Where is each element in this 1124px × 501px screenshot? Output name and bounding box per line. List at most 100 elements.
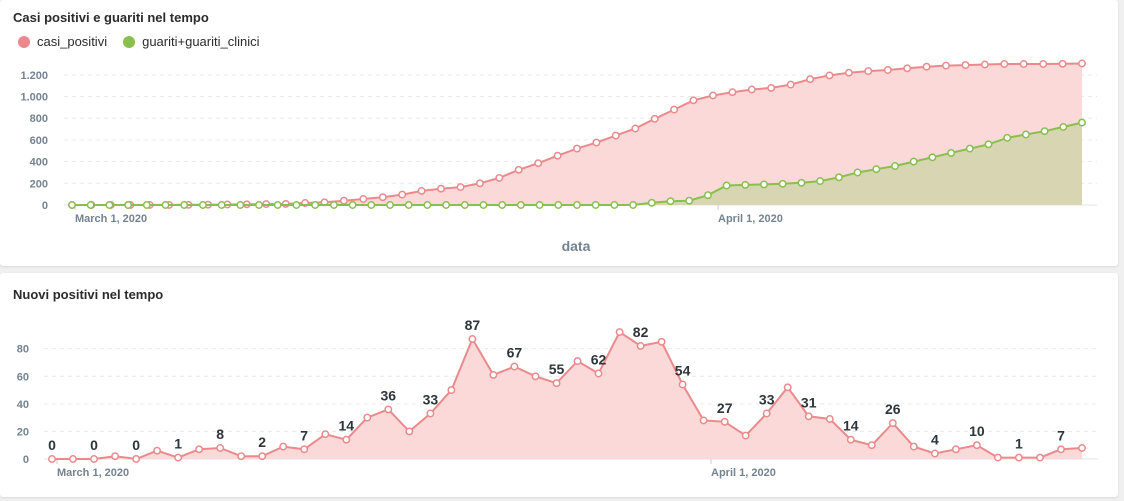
data-point bbox=[883, 66, 892, 74]
chart-card-cases: Casi positivi e guariti nel tempo casi_p… bbox=[0, 0, 1118, 266]
data-label: 7 bbox=[1057, 427, 1065, 443]
data-point bbox=[629, 201, 638, 209]
y-tick-label: 60 bbox=[17, 371, 29, 383]
data-point bbox=[670, 105, 679, 114]
data-point bbox=[867, 441, 876, 450]
data-point bbox=[279, 442, 288, 451]
data-point bbox=[514, 165, 523, 174]
data-point bbox=[342, 435, 351, 444]
data-point bbox=[806, 75, 815, 84]
data-point bbox=[909, 157, 918, 166]
data-point bbox=[961, 61, 970, 70]
data-point bbox=[174, 453, 183, 462]
data-point bbox=[516, 201, 525, 209]
data-point bbox=[217, 201, 226, 209]
data-point bbox=[447, 386, 456, 395]
data-point bbox=[1057, 445, 1065, 454]
data-point bbox=[124, 201, 133, 209]
data-point bbox=[195, 445, 204, 454]
data-point bbox=[685, 196, 694, 205]
data-point bbox=[1078, 118, 1086, 127]
data-point bbox=[339, 196, 348, 205]
data-point bbox=[417, 186, 426, 195]
chart-title: Nuovi positivi nel tempo bbox=[13, 287, 164, 302]
legend-dot bbox=[123, 35, 136, 48]
data-point bbox=[928, 153, 937, 162]
data-point bbox=[359, 195, 368, 203]
data-point bbox=[980, 60, 989, 69]
data-point bbox=[947, 148, 956, 157]
data-point bbox=[834, 173, 843, 182]
y-tick-label: 0 bbox=[42, 200, 48, 212]
data-point bbox=[804, 412, 813, 421]
chart-new-positives-svg: 0 20 40 60 80 March 1, 2020 April 1, 2020 0 0 0 1 8… bbox=[17, 317, 1098, 479]
data-point bbox=[786, 80, 795, 89]
data-point bbox=[631, 124, 640, 133]
x-tick-label: March 1, 2020 bbox=[57, 467, 129, 479]
series-area bbox=[72, 63, 1082, 205]
data-point bbox=[367, 201, 376, 209]
data-point bbox=[48, 455, 56, 463]
data-label: 36 bbox=[381, 387, 397, 403]
data-label: 1 bbox=[1015, 436, 1023, 452]
data-point bbox=[846, 435, 855, 444]
chart-title: Casi positivi e guariti nel tempo bbox=[13, 10, 209, 25]
data-point bbox=[498, 201, 507, 209]
data-point bbox=[442, 201, 451, 209]
data-point bbox=[816, 177, 825, 186]
legend-item-casi-positivi[interactable]: casi_positivi bbox=[18, 34, 107, 49]
data-point bbox=[647, 198, 656, 207]
data-point bbox=[237, 452, 246, 461]
data-point bbox=[993, 453, 1002, 462]
y-tick-label: 20 bbox=[17, 426, 29, 438]
data-point bbox=[386, 201, 394, 209]
data-point bbox=[456, 183, 465, 192]
data-point bbox=[825, 71, 834, 80]
data-point bbox=[132, 455, 141, 463]
data-point bbox=[180, 201, 189, 209]
data-point bbox=[573, 201, 581, 209]
data-point bbox=[510, 362, 519, 371]
data-label: 0 bbox=[132, 437, 140, 453]
data-point bbox=[767, 83, 776, 92]
data-point bbox=[573, 144, 581, 153]
x-axis-title: data bbox=[562, 238, 591, 254]
data-point bbox=[709, 91, 717, 100]
data-point bbox=[311, 201, 320, 209]
y-tick-label: 1.200 bbox=[20, 70, 48, 82]
data-point bbox=[922, 62, 931, 71]
data-point bbox=[535, 201, 544, 209]
legend-item-guariti[interactable]: guariti+guariti_clinici bbox=[123, 34, 260, 49]
data-point bbox=[255, 201, 263, 209]
data-point bbox=[281, 199, 290, 208]
data-point bbox=[722, 181, 731, 190]
data-point bbox=[965, 144, 974, 153]
data-point bbox=[797, 178, 806, 187]
data-point bbox=[273, 201, 282, 209]
data-point bbox=[1078, 59, 1086, 68]
data-point bbox=[1058, 59, 1067, 68]
data-point bbox=[1021, 130, 1030, 139]
data-point bbox=[1000, 60, 1009, 68]
y-tick-label: 1.000 bbox=[20, 92, 48, 104]
data-label: 87 bbox=[465, 317, 481, 333]
data-point bbox=[68, 201, 76, 209]
data-point bbox=[1003, 133, 1012, 142]
data-point bbox=[615, 328, 624, 337]
data-point bbox=[479, 201, 488, 209]
data-point bbox=[554, 201, 563, 209]
data-label: 4 bbox=[931, 432, 939, 448]
data-label: 33 bbox=[423, 392, 439, 408]
data-point bbox=[853, 168, 862, 177]
data-point bbox=[553, 151, 562, 160]
data-point bbox=[778, 179, 787, 188]
data-point bbox=[591, 201, 600, 209]
data-point bbox=[534, 159, 543, 168]
data-point bbox=[329, 201, 338, 209]
data-point bbox=[762, 409, 771, 418]
data-label: 1 bbox=[174, 436, 182, 452]
x-tick-label: April 1, 2020 bbox=[718, 213, 783, 225]
data-point bbox=[378, 193, 387, 202]
legend: casi_positivi guariti+guariti_clinici bbox=[18, 34, 260, 49]
data-point bbox=[825, 415, 834, 423]
